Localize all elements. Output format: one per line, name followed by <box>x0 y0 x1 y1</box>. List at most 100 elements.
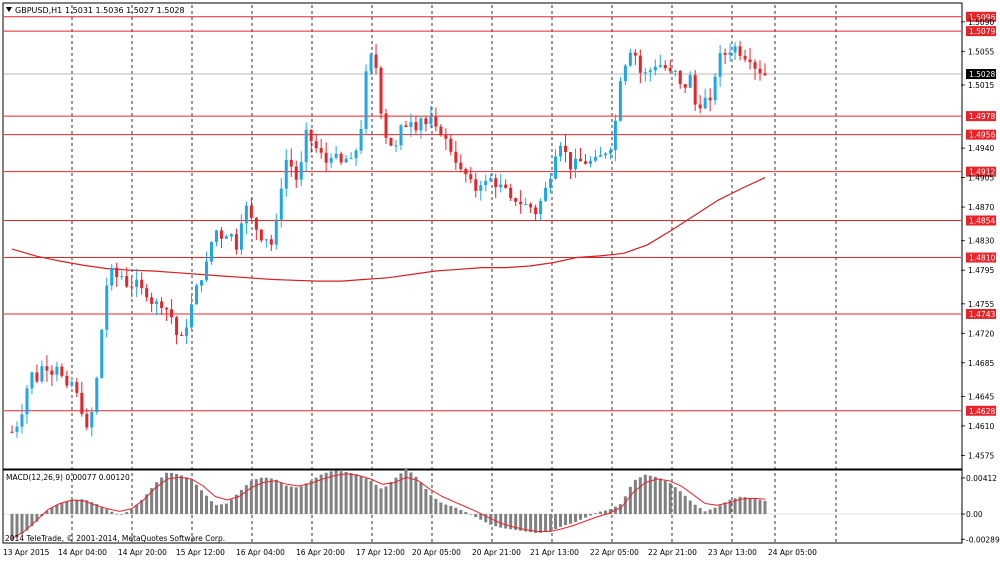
candle-body <box>549 178 553 188</box>
candle-body <box>214 230 218 242</box>
macd-bar <box>384 486 388 514</box>
macd-bar <box>284 485 288 514</box>
macd-bar <box>219 504 223 514</box>
candle-body <box>758 68 762 74</box>
candle-body <box>524 204 528 206</box>
macd-bar <box>653 476 657 514</box>
macd-bar <box>175 474 179 514</box>
candle-body <box>125 276 129 287</box>
macd-bar <box>75 499 79 514</box>
macd-bar <box>155 482 159 514</box>
macd-panel-frame <box>2 469 963 544</box>
level-price-label: 1.4956 <box>969 131 995 140</box>
candle-body <box>593 156 597 161</box>
candle-body <box>25 388 29 415</box>
level-price-tag <box>966 166 996 177</box>
moving-average <box>11 177 766 282</box>
candle-body <box>75 382 79 393</box>
candle-body <box>120 276 124 278</box>
candle-body <box>419 118 423 131</box>
macd-bar <box>499 514 503 528</box>
macd-bar <box>544 514 548 533</box>
candle-body <box>404 125 408 128</box>
candle-body <box>519 201 523 205</box>
macd-bar <box>349 472 353 514</box>
macd-bar <box>25 514 29 531</box>
macd-bar <box>628 486 632 514</box>
time-tick-label: 13 Apr 2015 <box>3 548 50 557</box>
candle-body <box>299 162 303 180</box>
macd-bar <box>364 478 368 514</box>
time-tick-label: 14 Apr 20:00 <box>118 548 167 557</box>
candle-body <box>504 184 508 188</box>
horizontal-levels[interactable]: 1.5096 1.5079 1.4978 1.4956 1.4912 1.4854 1.48… <box>4 11 996 416</box>
level-price-tag <box>966 308 996 319</box>
candle-body <box>708 97 712 101</box>
macd-bar <box>35 514 39 522</box>
macd-bar <box>289 486 293 514</box>
candle-body <box>449 138 453 152</box>
candle-body <box>643 72 647 74</box>
macd-bar <box>638 477 642 514</box>
macd-tick-label: 0.00 <box>966 510 983 519</box>
macd-bar <box>718 505 722 514</box>
macd-bar <box>593 513 597 514</box>
macd-bar <box>299 486 303 514</box>
macd-bar <box>374 484 378 514</box>
candle-body <box>469 174 473 180</box>
price-tick-label: 1.4870 <box>968 203 994 212</box>
candle-body <box>748 59 752 63</box>
level-price-tag <box>966 405 996 416</box>
candle-body <box>623 65 627 82</box>
candle-body <box>294 166 298 180</box>
candle-body <box>284 159 288 189</box>
level-price-tag <box>966 129 996 140</box>
price-tick-label: 1.4720 <box>968 329 994 338</box>
macd-bar <box>45 510 49 514</box>
price-tick-label: 1.4645 <box>968 392 994 401</box>
macd-bar <box>603 510 607 514</box>
candle-body <box>65 375 69 386</box>
macd-bar <box>379 488 383 514</box>
macd-bar <box>60 502 64 514</box>
triangle-down-icon[interactable] <box>6 7 12 12</box>
level-price-label: 1.4743 <box>969 310 995 319</box>
macd-bar <box>105 509 109 514</box>
price-tick-label: 1.4575 <box>968 451 994 460</box>
candle-body <box>663 65 667 69</box>
candle-body <box>229 234 233 237</box>
candle-body <box>434 116 438 127</box>
candle-body <box>509 187 513 199</box>
time-axis[interactable]: 13 Apr 2015 14 Apr 04:00 14 Apr 20:00 15 Ap… <box>3 548 817 557</box>
macd-bar <box>424 488 428 514</box>
candle-body <box>578 158 582 162</box>
candle-body <box>409 122 413 128</box>
candle-body <box>474 179 478 191</box>
level-price-tag <box>966 11 996 22</box>
candle-body <box>329 157 333 163</box>
macd-bar <box>344 471 348 514</box>
candle-body <box>464 169 468 175</box>
candle-body <box>324 152 328 163</box>
candle-body <box>100 329 104 379</box>
current-price-label: 1.5028 <box>969 70 995 79</box>
candle-body <box>429 116 433 125</box>
macd-bar <box>564 514 568 526</box>
macd-bar <box>668 483 672 514</box>
candle-body <box>603 153 607 156</box>
candle-body <box>80 392 84 414</box>
candle-body <box>628 52 632 66</box>
macd-bar <box>409 472 413 514</box>
macd-bar <box>723 502 727 514</box>
macd-bar <box>394 477 398 514</box>
candle-body <box>274 219 278 245</box>
level-price-label: 1.5079 <box>969 27 995 36</box>
candle-body <box>60 366 64 376</box>
macd-bar <box>494 514 498 527</box>
macd-bar <box>359 475 363 514</box>
candle-body <box>55 366 59 375</box>
candle-body <box>160 301 164 308</box>
price-axis[interactable]: 1.5090 1.5055 1.5015 1.4940 1.4905 1.4870 1.48… <box>961 18 994 461</box>
macd-bar <box>65 501 69 514</box>
